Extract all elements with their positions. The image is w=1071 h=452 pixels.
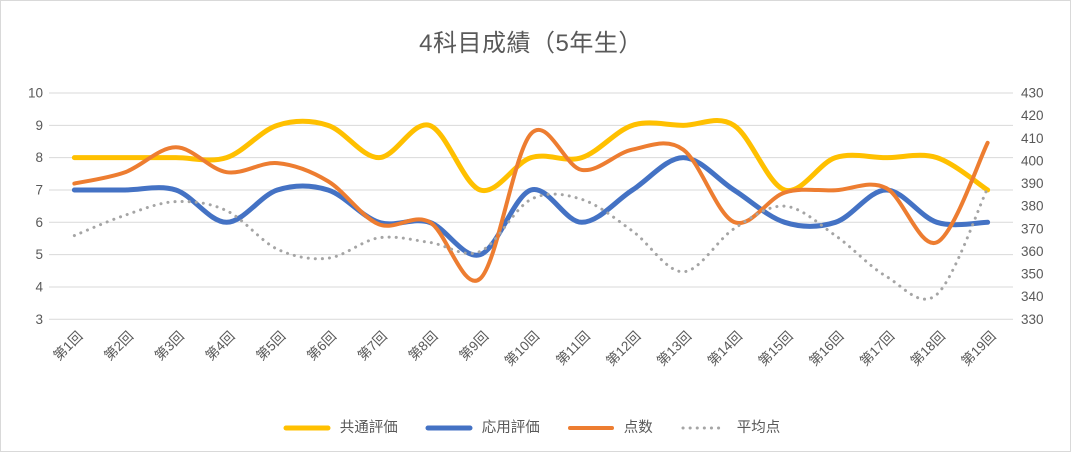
legend-label-score: 点数	[623, 419, 653, 436]
x-axis-label: 第2回	[101, 328, 137, 364]
right-axis-tick: 410	[1021, 131, 1044, 146]
legend-label-applied-eval: 応用評価	[481, 419, 540, 436]
x-axis-label: 第9回	[456, 328, 492, 364]
legend-item-average[interactable]: 平均点	[679, 419, 781, 436]
x-axis-label: 第7回	[354, 328, 390, 364]
x-axis-label: 第3回	[151, 328, 187, 364]
x-axis-label: 第16回	[806, 328, 847, 369]
x-axis-label: 第4回	[202, 328, 238, 364]
legend-swatch-score	[567, 425, 614, 430]
chart-title: 4科目成績（5年生）	[419, 30, 643, 57]
x-axis-label: 第5回	[253, 328, 289, 364]
left-axis-tick: 9	[35, 118, 43, 133]
legend-item-score[interactable]: 点数	[566, 419, 653, 436]
right-axis-tick: 380	[1021, 199, 1044, 214]
legend-label-average: 平均点	[736, 419, 781, 436]
right-axis-tick: 400	[1021, 153, 1044, 168]
legend-item-common-eval[interactable]: 共通評価	[282, 419, 398, 436]
legend: 共通評価 応用評価 点数 平均点	[1, 419, 1061, 436]
right-axis-tick: 360	[1021, 244, 1044, 259]
series-applied-eval[interactable]	[71, 155, 991, 258]
legend-label-common-eval: 共通評価	[339, 419, 398, 436]
x-axis-label: 第1回	[50, 328, 86, 364]
x-axis-label: 第8回	[405, 328, 441, 364]
x-axis-label: 第19回	[958, 328, 999, 369]
right-axis-tick: 340	[1021, 289, 1044, 304]
x-axis-label: 第11回	[553, 328, 593, 368]
x-axis-label: 第6回	[303, 328, 339, 364]
legend-swatch-applied-eval	[425, 425, 473, 431]
legend-item-applied-eval[interactable]: 応用評価	[424, 419, 540, 436]
right-axis-tick: 350	[1021, 267, 1044, 282]
x-axis-label: 第18回	[907, 328, 948, 369]
right-axis-tick: 390	[1021, 176, 1044, 191]
left-axis-tick: 4	[35, 279, 43, 294]
x-axis-label: 第10回	[501, 328, 542, 369]
right-axis-tick: 370	[1021, 221, 1044, 236]
legend-swatch-common-eval	[283, 425, 331, 431]
plot-svg: 10 9 8 7 6 5 4 3 430 420 410 400 390 380 370 360 350 340 3…	[28, 86, 1044, 369]
left-axis-tick: 3	[35, 312, 43, 327]
x-axis-label: 第17回	[856, 328, 897, 369]
legend-swatch-average	[681, 426, 727, 430]
left-axis-tick: 8	[35, 150, 43, 165]
right-axis-tick: 430	[1021, 86, 1044, 101]
series-common-eval[interactable]	[71, 118, 991, 193]
x-axis-label: 第12回	[603, 328, 644, 369]
x-axis-label: 第14回	[704, 328, 745, 369]
right-axis-tick: 420	[1021, 108, 1044, 123]
series-score[interactable]	[72, 128, 990, 283]
left-axis-tick: 7	[35, 182, 43, 197]
left-axis-tick: 6	[35, 215, 43, 230]
x-axis-label: 第13回	[653, 328, 694, 369]
x-axis-label: 第15回	[755, 328, 796, 369]
left-axis-tick: 5	[35, 247, 43, 262]
left-axis-tick: 10	[28, 86, 43, 101]
right-axis-tick: 330	[1021, 312, 1044, 327]
series-average[interactable]	[72, 186, 990, 301]
